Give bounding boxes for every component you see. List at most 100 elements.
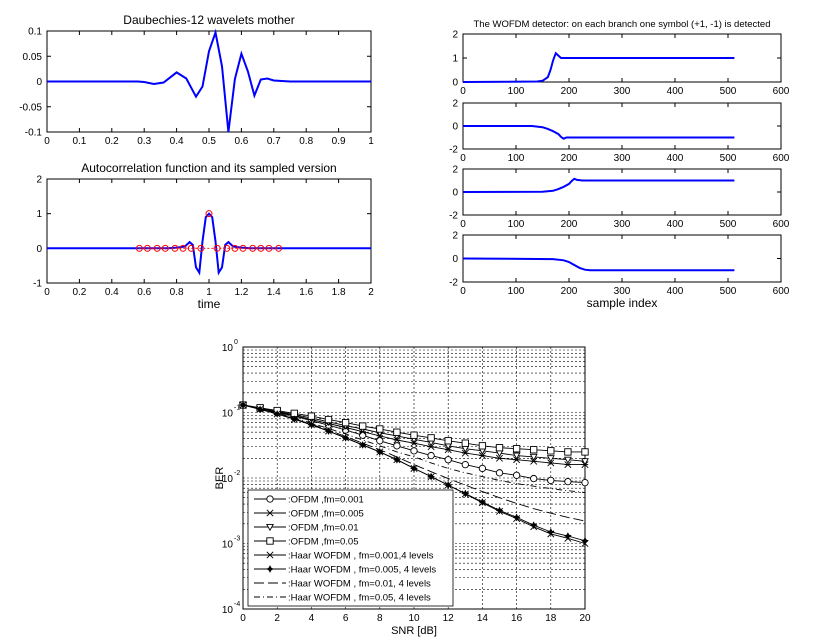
x-tick-label: 1.2 xyxy=(234,287,248,298)
x-tick-label: 0.8 xyxy=(299,136,313,147)
marker-circle xyxy=(478,464,487,473)
x-tick-label: 500 xyxy=(720,153,737,164)
x-tick-label: 600 xyxy=(773,219,790,230)
x-tick-label: 1.6 xyxy=(299,287,313,298)
marker-circle xyxy=(461,460,469,469)
y-tick-label: -0.05 xyxy=(19,102,42,113)
marker-filled-star xyxy=(564,532,572,540)
x-tick-label: 600 xyxy=(773,86,790,97)
x-tick-label: 0 xyxy=(44,287,50,298)
marker-square xyxy=(461,439,469,447)
marker-circle xyxy=(547,476,555,485)
marker-cross xyxy=(266,509,274,517)
x-tick-label: 0 xyxy=(44,136,50,147)
y-tick-label: 0 xyxy=(36,77,42,88)
marker-filled-star xyxy=(529,521,538,530)
series-line xyxy=(462,51,735,83)
y-tick-label: 2 xyxy=(452,165,458,176)
x-tick-label: 500 xyxy=(720,286,737,297)
legend-box xyxy=(247,489,454,607)
y-tick-label: 0 xyxy=(452,254,458,265)
marker-circle xyxy=(410,447,418,455)
y-tick-label: 10 xyxy=(222,540,234,551)
series-line xyxy=(463,125,735,140)
marker-cross xyxy=(427,443,435,451)
marker-square xyxy=(427,434,435,442)
x-axis-label: time xyxy=(198,297,221,311)
series-7 xyxy=(242,404,586,522)
marker-square xyxy=(266,537,274,545)
legend-label: :Haar WOFDM , fm=0.01, 4 levels xyxy=(288,579,431,590)
x-tick-label: 12 xyxy=(443,613,455,624)
x-tick-label: 100 xyxy=(508,286,525,297)
marker-filled-star xyxy=(393,455,401,464)
x-tick-label: 2 xyxy=(368,287,374,298)
x-tick-label: 16 xyxy=(511,613,523,624)
marker-triangle xyxy=(512,452,521,460)
x-tick-label: 300 xyxy=(614,219,631,230)
legend-label: :Haar WOFDM , fm=0.001,4 levels xyxy=(288,551,434,562)
chart-title: Daubechies-12 wavelets mother xyxy=(123,13,294,27)
x-tick-label: 0.6 xyxy=(137,287,151,298)
y-tick-label: 2 xyxy=(36,175,42,186)
y-tick-label: 0 xyxy=(452,188,458,199)
x-tick-label: 20 xyxy=(579,613,591,624)
x-tick-label: 0.3 xyxy=(137,136,151,147)
marker-filled-star xyxy=(266,565,274,573)
marker-circle xyxy=(512,471,521,479)
chart-panel-1: 0 0.1 0.2 0.3 0.4 0.5 0.6 0.7 0.8 0.9 1 -0.1 -0.05 0 0… xyxy=(19,13,374,147)
y-tick-label: 0 xyxy=(36,244,42,255)
x-tick-label: 2 xyxy=(274,613,280,624)
y-tick-label: 0.1 xyxy=(28,27,42,38)
x-tick-label: 300 xyxy=(614,153,631,164)
x-tick-label: 400 xyxy=(667,153,684,164)
marker-circle xyxy=(266,495,274,503)
x-tick-label: 0 xyxy=(460,86,466,97)
y-axis-label: BER xyxy=(214,467,226,490)
marker-triangle xyxy=(529,453,538,462)
x-tick-label: 1 xyxy=(206,287,212,298)
marker-cross xyxy=(461,449,469,457)
legend: :OFDM ,fm=0.001:OFDM ,fm=0.005:OFDM ,fm=… xyxy=(247,489,454,607)
marker-square xyxy=(376,425,384,433)
chart-title: Autocorrelation function and its sampled… xyxy=(81,161,336,175)
marker-cross xyxy=(564,461,572,469)
marker-square xyxy=(495,444,504,452)
marker-cross xyxy=(513,456,521,464)
y-tick-label: -1 xyxy=(33,279,42,290)
x-tick-label: 0 xyxy=(240,613,246,624)
y-tick-label: -2 xyxy=(449,145,458,156)
y-tick-label: -2 xyxy=(449,278,458,289)
ber-chart: 0 2 4 6 8 10 12 14 16 18 2010-410-310-210-1100SNR … xyxy=(214,339,591,637)
marker-filled-star xyxy=(341,434,350,442)
y-tick-label: 0 xyxy=(452,122,458,133)
marker-cross xyxy=(530,457,538,465)
x-tick-label: 10 xyxy=(408,613,420,624)
marker-square xyxy=(547,447,555,455)
y-tick-label: 0 xyxy=(452,78,458,89)
x-tick-label: 400 xyxy=(667,86,684,97)
x-tick-label: 0 xyxy=(460,153,466,164)
marker-square xyxy=(530,446,538,454)
marker-filled-star xyxy=(461,489,470,498)
y-tick-exponent: -1 xyxy=(234,405,240,412)
marker-square xyxy=(359,422,367,430)
plot-frame xyxy=(242,346,586,610)
marker-square xyxy=(307,412,316,420)
chart-panel-3: 0 100 200 300 400 500 600 0 1 2 The WOFDM detector… xyxy=(452,19,789,97)
x-axis-label: sample index xyxy=(587,296,658,310)
marker-filled-star xyxy=(495,506,504,515)
marker-circle xyxy=(530,474,538,483)
marker-filled-star xyxy=(375,448,384,456)
x-tick-label: 200 xyxy=(561,153,578,164)
x-tick-label: 300 xyxy=(614,86,631,97)
x-tick-label: 500 xyxy=(720,86,737,97)
x-tick-label: 0.5 xyxy=(202,136,216,147)
marker-filled-star xyxy=(427,472,435,481)
y-tick-label: 2 xyxy=(452,231,458,242)
y-tick-label: 2 xyxy=(452,30,458,41)
marker-circle xyxy=(376,437,384,445)
x-tick-label: 1 xyxy=(368,136,374,147)
x-tick-label: 1.8 xyxy=(332,287,346,298)
